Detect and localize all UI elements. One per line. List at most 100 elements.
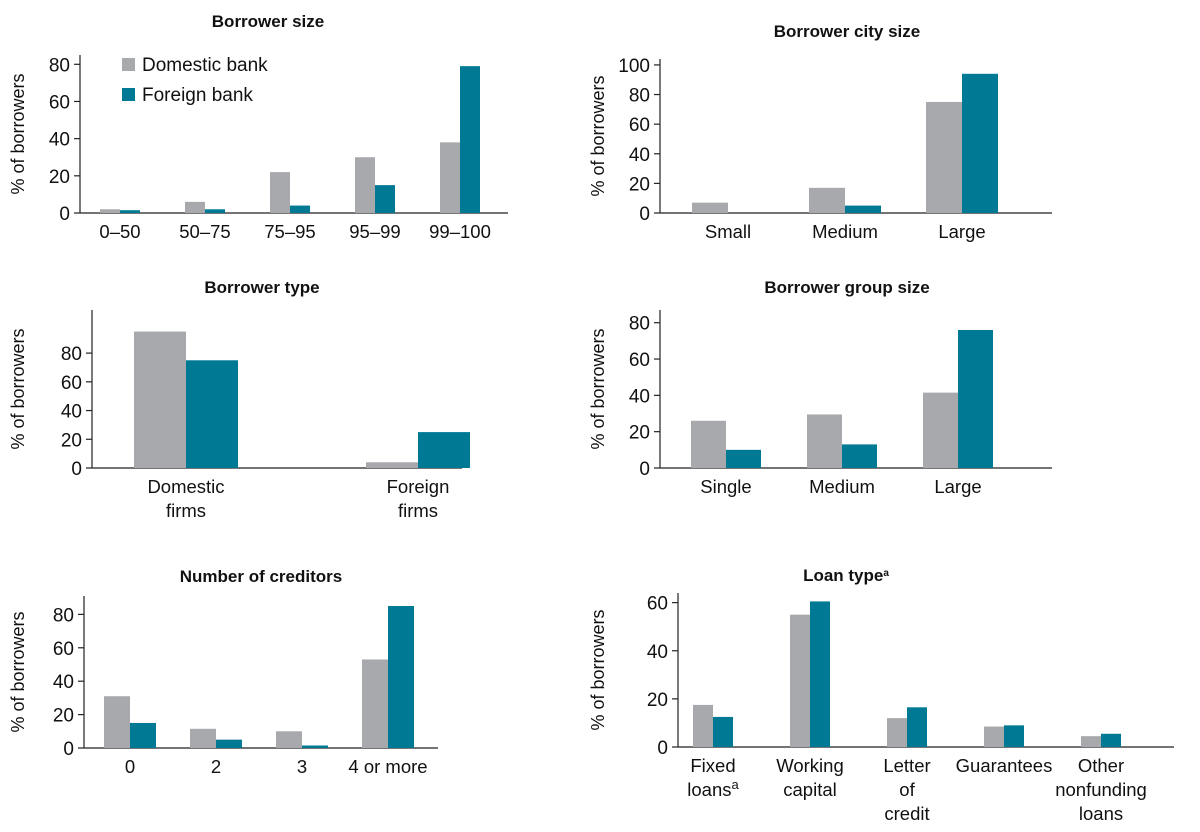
bar-domestic: [362, 659, 388, 748]
x-category-label: loansa: [687, 777, 739, 801]
y-tick-label: 80: [629, 314, 650, 335]
chart-borrower-size-svg: Borrower size % of borrowers 0 20 40 60 80 0–50…: [8, 12, 508, 242]
y-tick-label: 80: [49, 55, 70, 76]
chart-loan-type-svg: Loan typea% of borrowers0204060Fixedloan…: [588, 566, 1174, 824]
legend-swatch-domestic: [122, 58, 135, 71]
bar-domestic: [790, 614, 810, 747]
category-superscript: a: [732, 777, 740, 792]
legend-label-domestic: Domestic bank: [142, 55, 268, 76]
chart-number-of-creditors-svg: Number of creditors% of borrowers0204060…: [8, 567, 438, 777]
x-category-label: Working: [776, 755, 844, 776]
x-category-label: 50–75: [179, 221, 230, 242]
y-tick-label: 100: [618, 56, 650, 77]
bar-domestic: [887, 718, 907, 747]
x-category-label: Large: [934, 476, 981, 497]
chart-borrower-size: Borrower size % of borrowers 0 20 40 60 80 0–50…: [0, 0, 520, 260]
y-tick-label: 80: [61, 344, 82, 365]
bar-foreign: [186, 360, 238, 468]
bar-domestic: [926, 101, 962, 213]
bar-domestic: [270, 172, 290, 213]
bar-domestic: [923, 392, 958, 468]
y-tick-label: 40: [629, 386, 650, 407]
y-tick-label: 0: [657, 738, 668, 759]
bar-foreign: [842, 444, 877, 468]
bar-foreign: [130, 722, 156, 748]
y-axis-title: % of borrowers: [588, 75, 608, 196]
x-category-label: Small: [705, 221, 751, 242]
bar-domestic: [134, 331, 186, 468]
x-category-label: capital: [783, 779, 836, 800]
bar-domestic: [104, 696, 130, 748]
bar-foreign: [907, 707, 927, 747]
y-tick-label: 0: [639, 204, 650, 225]
x-category-label: Domestic: [147, 476, 224, 497]
chart-borrower-type-svg: Borrower type % of borrowers 0 20 40 60 80 Dome…: [8, 278, 470, 521]
bar-foreign: [120, 210, 140, 213]
chart-title-superscript: a: [883, 568, 889, 579]
y-axis-title: % of borrowers: [8, 73, 28, 194]
y-tick-label: 60: [629, 350, 650, 371]
legend-swatch-foreign: [122, 88, 135, 101]
x-category-label: 0–50: [99, 221, 140, 242]
bar-foreign: [302, 745, 328, 748]
x-category-label: Other: [1078, 755, 1124, 776]
x-category-label: loans: [1079, 803, 1123, 824]
bar-domestic: [809, 187, 845, 213]
x-category-label: Single: [700, 476, 751, 497]
y-axis-title: % of borrowers: [8, 328, 28, 449]
x-category-label: Medium: [809, 476, 875, 497]
chart-title: Loan typea: [803, 566, 889, 585]
chart-title: Borrower group size: [764, 278, 929, 297]
x-category-label: 75–95: [264, 221, 315, 242]
x-category-label: firms: [398, 500, 438, 521]
bar-foreign: [460, 66, 480, 213]
y-tick-label: 20: [61, 430, 82, 451]
bar-domestic: [807, 414, 842, 468]
chart-borrower-group-size: Borrower group size % of borrowers 0 20 40 60…: [580, 270, 1100, 530]
y-tick-label: 20: [647, 690, 668, 711]
y-tick-label: 20: [629, 174, 650, 195]
y-tick-label: 20: [629, 423, 650, 444]
chart-number-of-creditors: Number of creditors% of borrowers 0 20 40 60…: [0, 555, 520, 777]
x-category-label: 99–100: [429, 221, 491, 242]
x-category-label: 2: [211, 756, 221, 777]
bar-foreign: [845, 205, 881, 213]
bar-foreign: [216, 739, 242, 748]
y-tick-label: 80: [53, 605, 74, 626]
bar-domestic: [185, 201, 205, 213]
x-category-label: 4 or more: [348, 756, 427, 777]
y-axis-title: % of borrowers: [588, 609, 608, 730]
y-tick-label: 60: [647, 594, 668, 615]
x-category-label: 3: [297, 756, 307, 777]
x-category-label: credit: [884, 803, 929, 824]
bar-foreign: [962, 73, 998, 213]
y-axis-title: % of borrowers: [588, 328, 608, 449]
bar-domestic: [691, 420, 726, 468]
bar-domestic: [100, 209, 120, 213]
y-tick-label: 80: [629, 86, 650, 107]
bar-foreign: [388, 606, 414, 748]
y-tick-label: 60: [629, 115, 650, 136]
bar-domestic: [190, 728, 216, 748]
y-tick-label: 40: [49, 130, 70, 151]
x-category-label: firms: [166, 500, 206, 521]
x-category-label: of: [899, 779, 915, 800]
chart-title: Borrower type: [204, 278, 319, 297]
bar-foreign: [418, 432, 470, 468]
y-tick-label: 0: [639, 459, 650, 480]
chart-title: Borrower size: [212, 12, 324, 31]
bar-foreign: [375, 185, 395, 213]
chart-title: Number of creditors: [180, 567, 342, 586]
bar-foreign: [726, 449, 761, 468]
bar-foreign: [713, 716, 733, 747]
x-category-label: nonfunding: [1055, 779, 1147, 800]
chart-title: Borrower city size: [774, 22, 920, 41]
y-tick-label: 40: [61, 402, 82, 423]
x-category-label: Foreign: [387, 476, 450, 497]
y-tick-label: 60: [53, 639, 74, 660]
bar-foreign: [290, 205, 310, 213]
bar-foreign: [1004, 725, 1024, 747]
y-tick-label: 20: [53, 706, 74, 727]
bar-foreign: [205, 209, 225, 213]
y-tick-label: 60: [49, 92, 70, 113]
